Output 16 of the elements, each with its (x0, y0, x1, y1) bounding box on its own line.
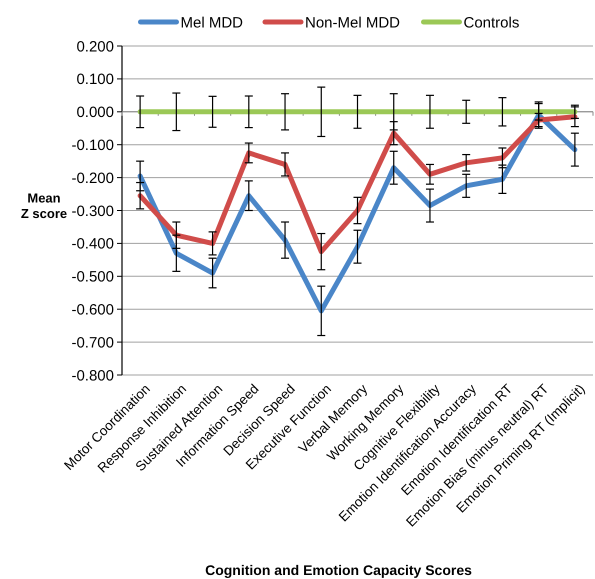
legend-label: Mel MDD (180, 14, 244, 32)
y-axis-title: Mean Z score (20, 190, 68, 222)
legend-label: Controls (464, 14, 520, 32)
y-tick-label: 0.100 (76, 71, 114, 88)
y-tick-label: -0.100 (71, 136, 114, 154)
y-tick-label: 0.000 (76, 104, 114, 122)
y-tick-label: -0.800 (71, 367, 114, 384)
y-tick-label: 0.200 (76, 38, 114, 56)
y-tick-label: -0.300 (71, 202, 114, 220)
y-tick-label: -0.200 (71, 170, 114, 187)
y-tick-label: -0.500 (71, 268, 114, 286)
x-axis-title: Cognition and Emotion Capacity Scores (205, 562, 472, 578)
y-tick-label: -0.400 (71, 236, 114, 253)
legend-label: Non-Mel MDD (305, 14, 400, 32)
y-tick-label: -0.600 (71, 301, 114, 318)
y-tick-label: -0.700 (71, 334, 114, 352)
